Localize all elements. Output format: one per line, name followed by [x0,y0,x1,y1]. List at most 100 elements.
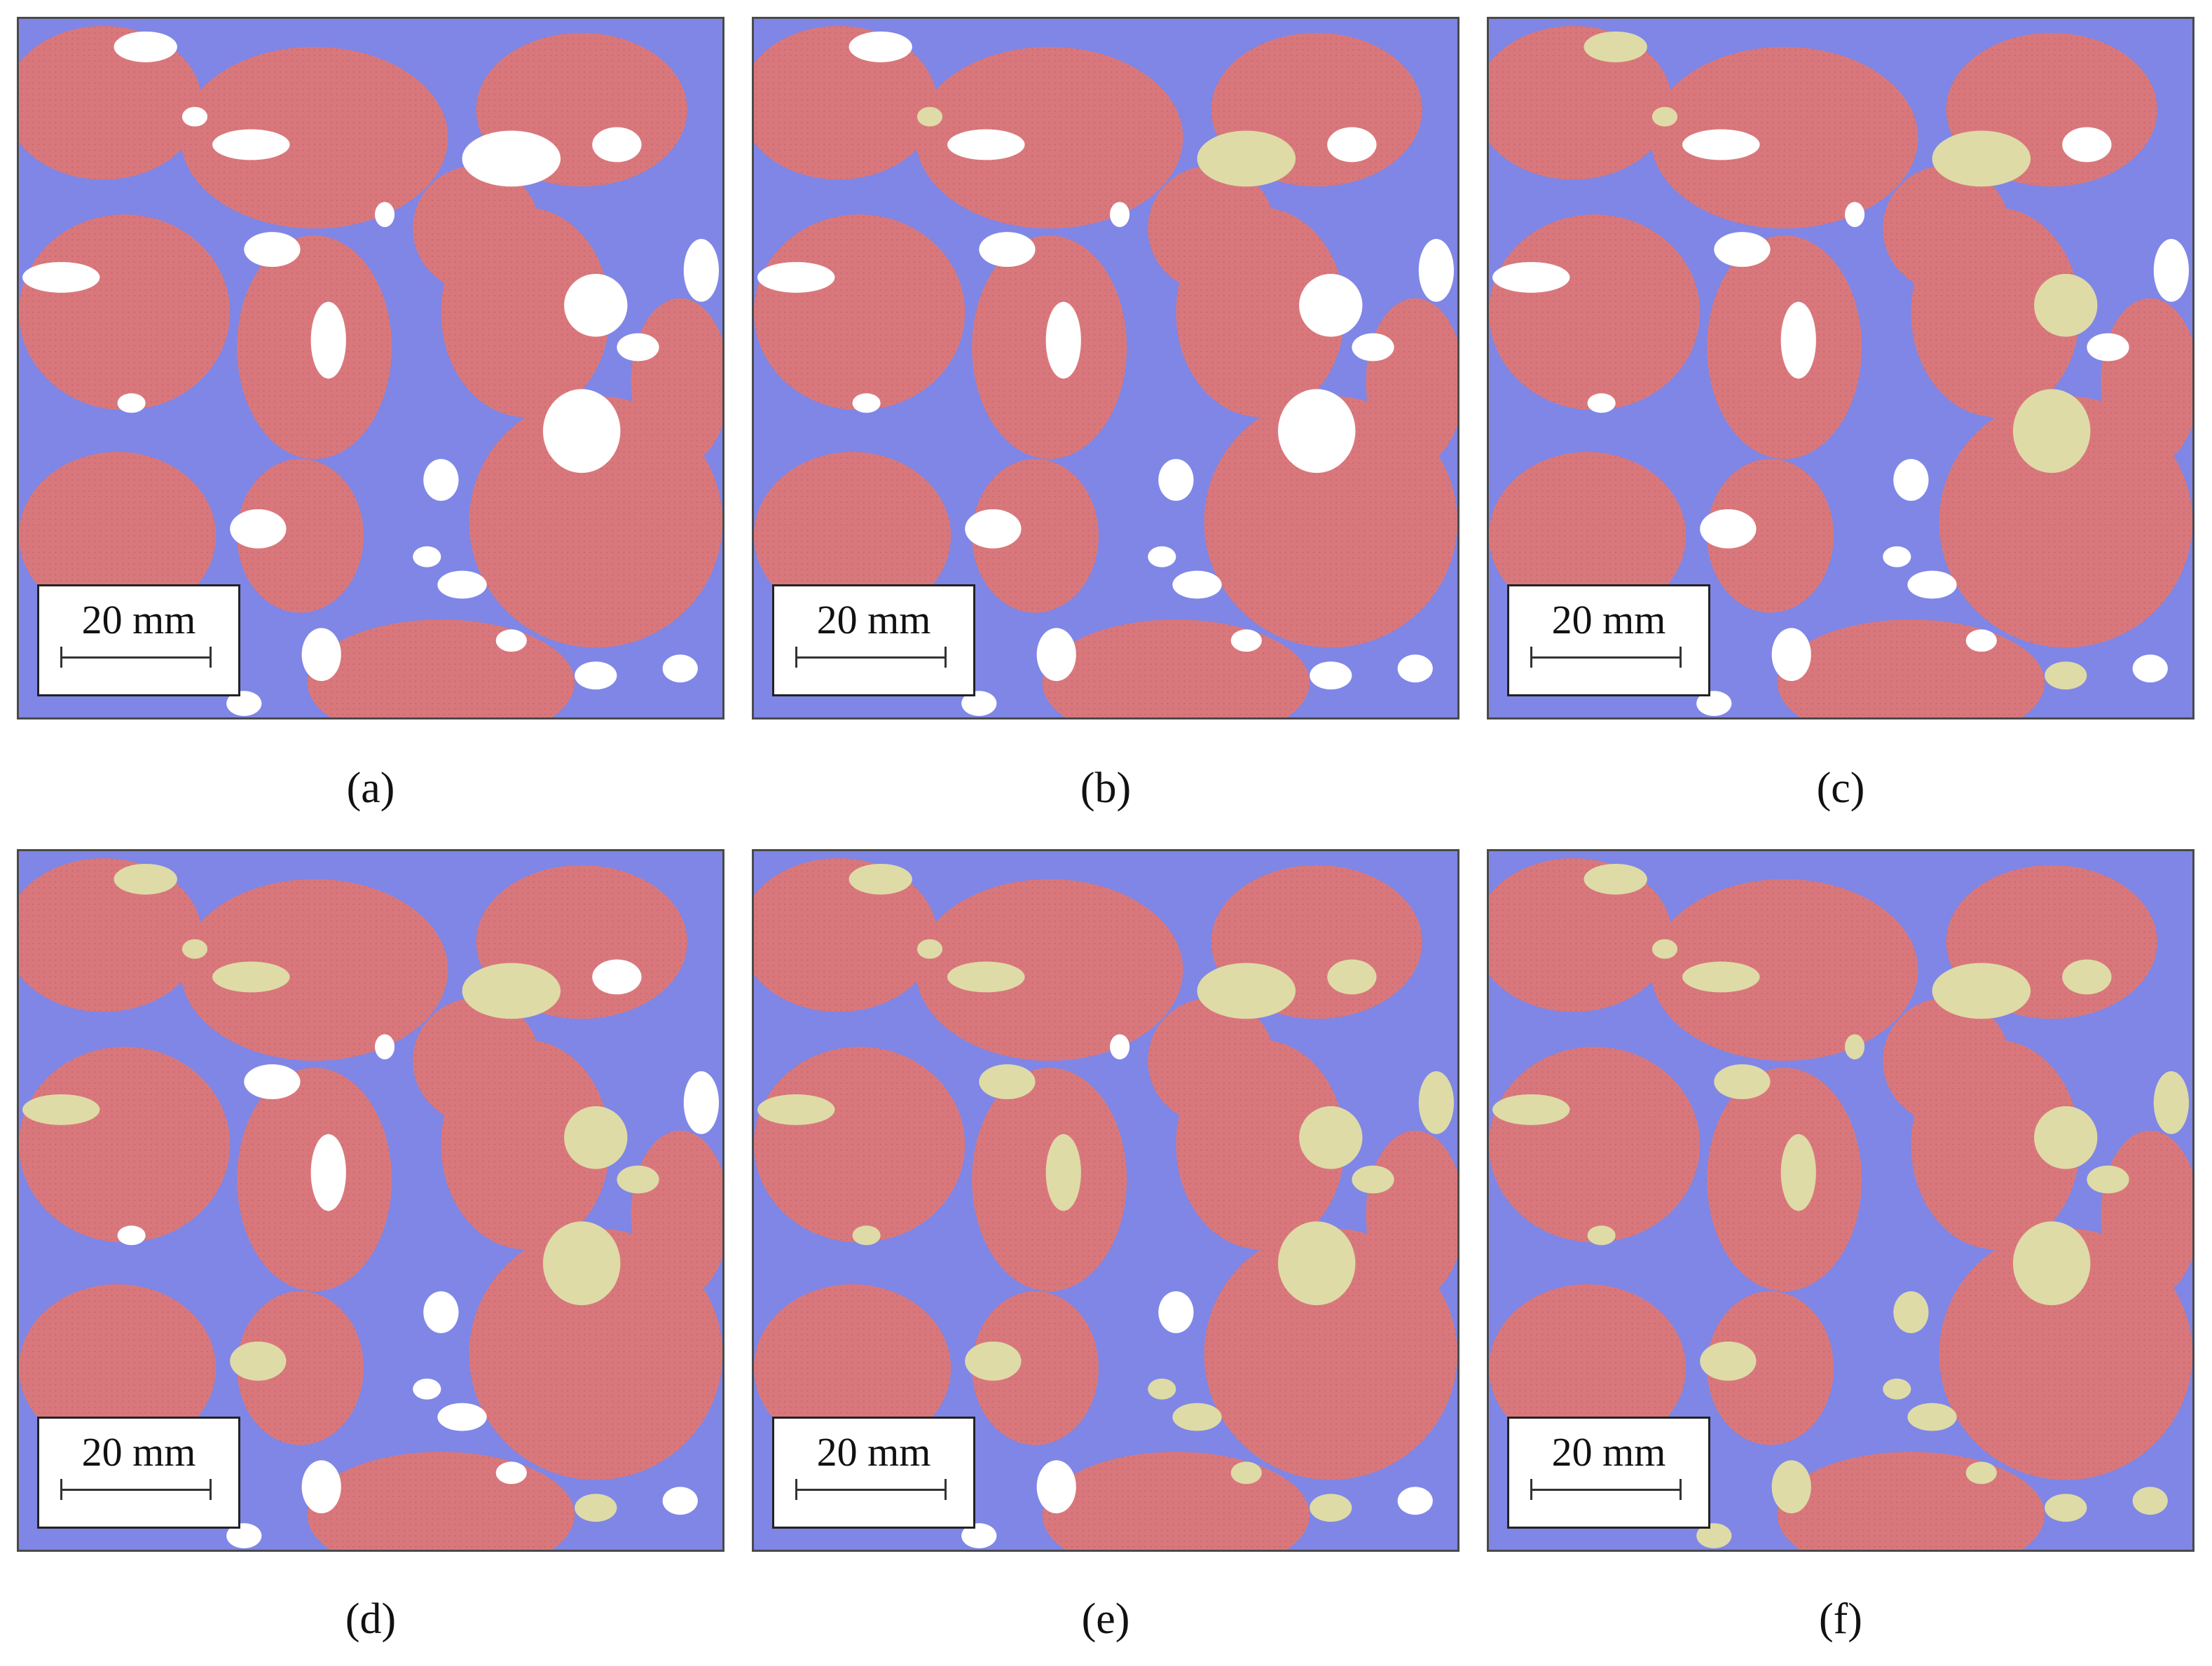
filled-void [1700,1341,1757,1381]
air-void [375,202,395,228]
scale-bar: 20 mm [772,1417,975,1529]
scale-bar-line [1530,656,1682,659]
scale-bar-tick [795,1479,797,1500]
filled-void [2045,661,2087,690]
air-void [1327,127,1377,163]
scale-bar-label: 20 mm [816,597,931,642]
filled-void [1651,939,1678,959]
air-void [495,629,527,652]
aggregate-texture [1489,452,1687,620]
air-void [852,393,881,413]
scale-bar-label: 20 mm [816,1429,931,1475]
air-void [2062,127,2112,163]
scale-bar-tick [60,1479,62,1500]
filled-void [1327,959,1377,995]
filled-void [22,1094,100,1125]
filled-void [2034,1106,2098,1169]
filled-void [1277,1221,1356,1306]
aggregate-texture [915,46,1183,229]
filled-void [1230,1461,1262,1485]
air-void [757,261,835,293]
air-void [212,129,290,160]
air-void [965,509,1022,549]
aggregate-texture [754,1047,966,1243]
filled-void [2132,1487,2168,1515]
air-void [683,1071,719,1134]
filled-void [1418,1071,1454,1134]
aggregate-texture [237,1291,364,1445]
filled-void [1197,130,1296,187]
scale-bar-tick [1679,1479,1682,1500]
filled-void [1780,1134,1816,1211]
air-void [961,1523,997,1549]
air-void [2087,333,2129,362]
aggregate-texture [1489,1284,1687,1452]
filled-void [1299,1106,1363,1169]
filled-void [181,939,208,959]
panel-caption: (a) [346,764,395,812]
filled-void [1584,863,1647,895]
filled-void [1883,1378,1911,1400]
air-void [683,239,719,302]
filled-void [1148,1378,1176,1400]
scale-bar-tick [1530,647,1532,668]
scale-bar-tick [795,647,797,668]
air-void [117,393,146,413]
air-void [617,333,659,362]
panel-caption: (d) [345,1595,397,1643]
aggregate-texture [1489,1047,1701,1243]
filled-void [1682,961,1760,993]
air-void [413,1378,441,1400]
air-void [564,273,628,337]
air-void [437,570,487,599]
aggregate-texture [19,26,202,180]
aggregate-texture [19,858,202,1012]
aggregate-texture [1489,858,1672,1012]
filled-void [1714,1064,1771,1099]
filled-void [617,1165,659,1194]
panel-caption: (b) [1080,764,1132,812]
air-void [1230,629,1262,652]
scale-bar-line [795,656,947,659]
air-void [1965,629,1997,652]
scale-bar-label: 20 mm [1551,597,1666,642]
scale-bar-line [60,656,212,659]
air-void [495,1461,527,1485]
filled-void [947,961,1025,993]
scale-bar: 20 mm [37,584,240,696]
air-void [961,691,997,717]
filled-void [1907,1403,1957,1431]
air-void [1883,546,1911,567]
aggregate-texture [1883,165,2010,291]
air-void [413,546,441,567]
air-void [662,654,698,683]
air-void [301,1460,341,1514]
filled-void [849,863,912,895]
filled-void [1771,1460,1811,1514]
air-void [1299,273,1363,337]
air-void [1158,1291,1194,1333]
air-void [542,389,621,474]
aggregate-texture [754,26,937,180]
air-void [979,232,1036,267]
air-void [1277,389,1356,474]
air-void [1397,654,1433,683]
aggregate-texture [19,1284,217,1452]
filled-void [230,1341,287,1381]
aggregate-texture [754,452,952,620]
filled-void [965,1341,1022,1381]
microstructure-image [754,851,1457,1550]
air-void [1110,1034,1130,1060]
air-void [1771,628,1811,682]
filled-void [2012,1221,2091,1306]
aggregate-texture [1489,214,1701,411]
filled-void [2012,389,2091,474]
aggregate-texture [754,1284,952,1452]
aggregate-texture [180,879,448,1061]
filled-void [916,106,943,127]
filled-void [114,863,177,895]
filled-void [212,961,290,993]
filled-void [1893,1291,1929,1333]
scale-bar: 20 mm [37,1417,240,1529]
